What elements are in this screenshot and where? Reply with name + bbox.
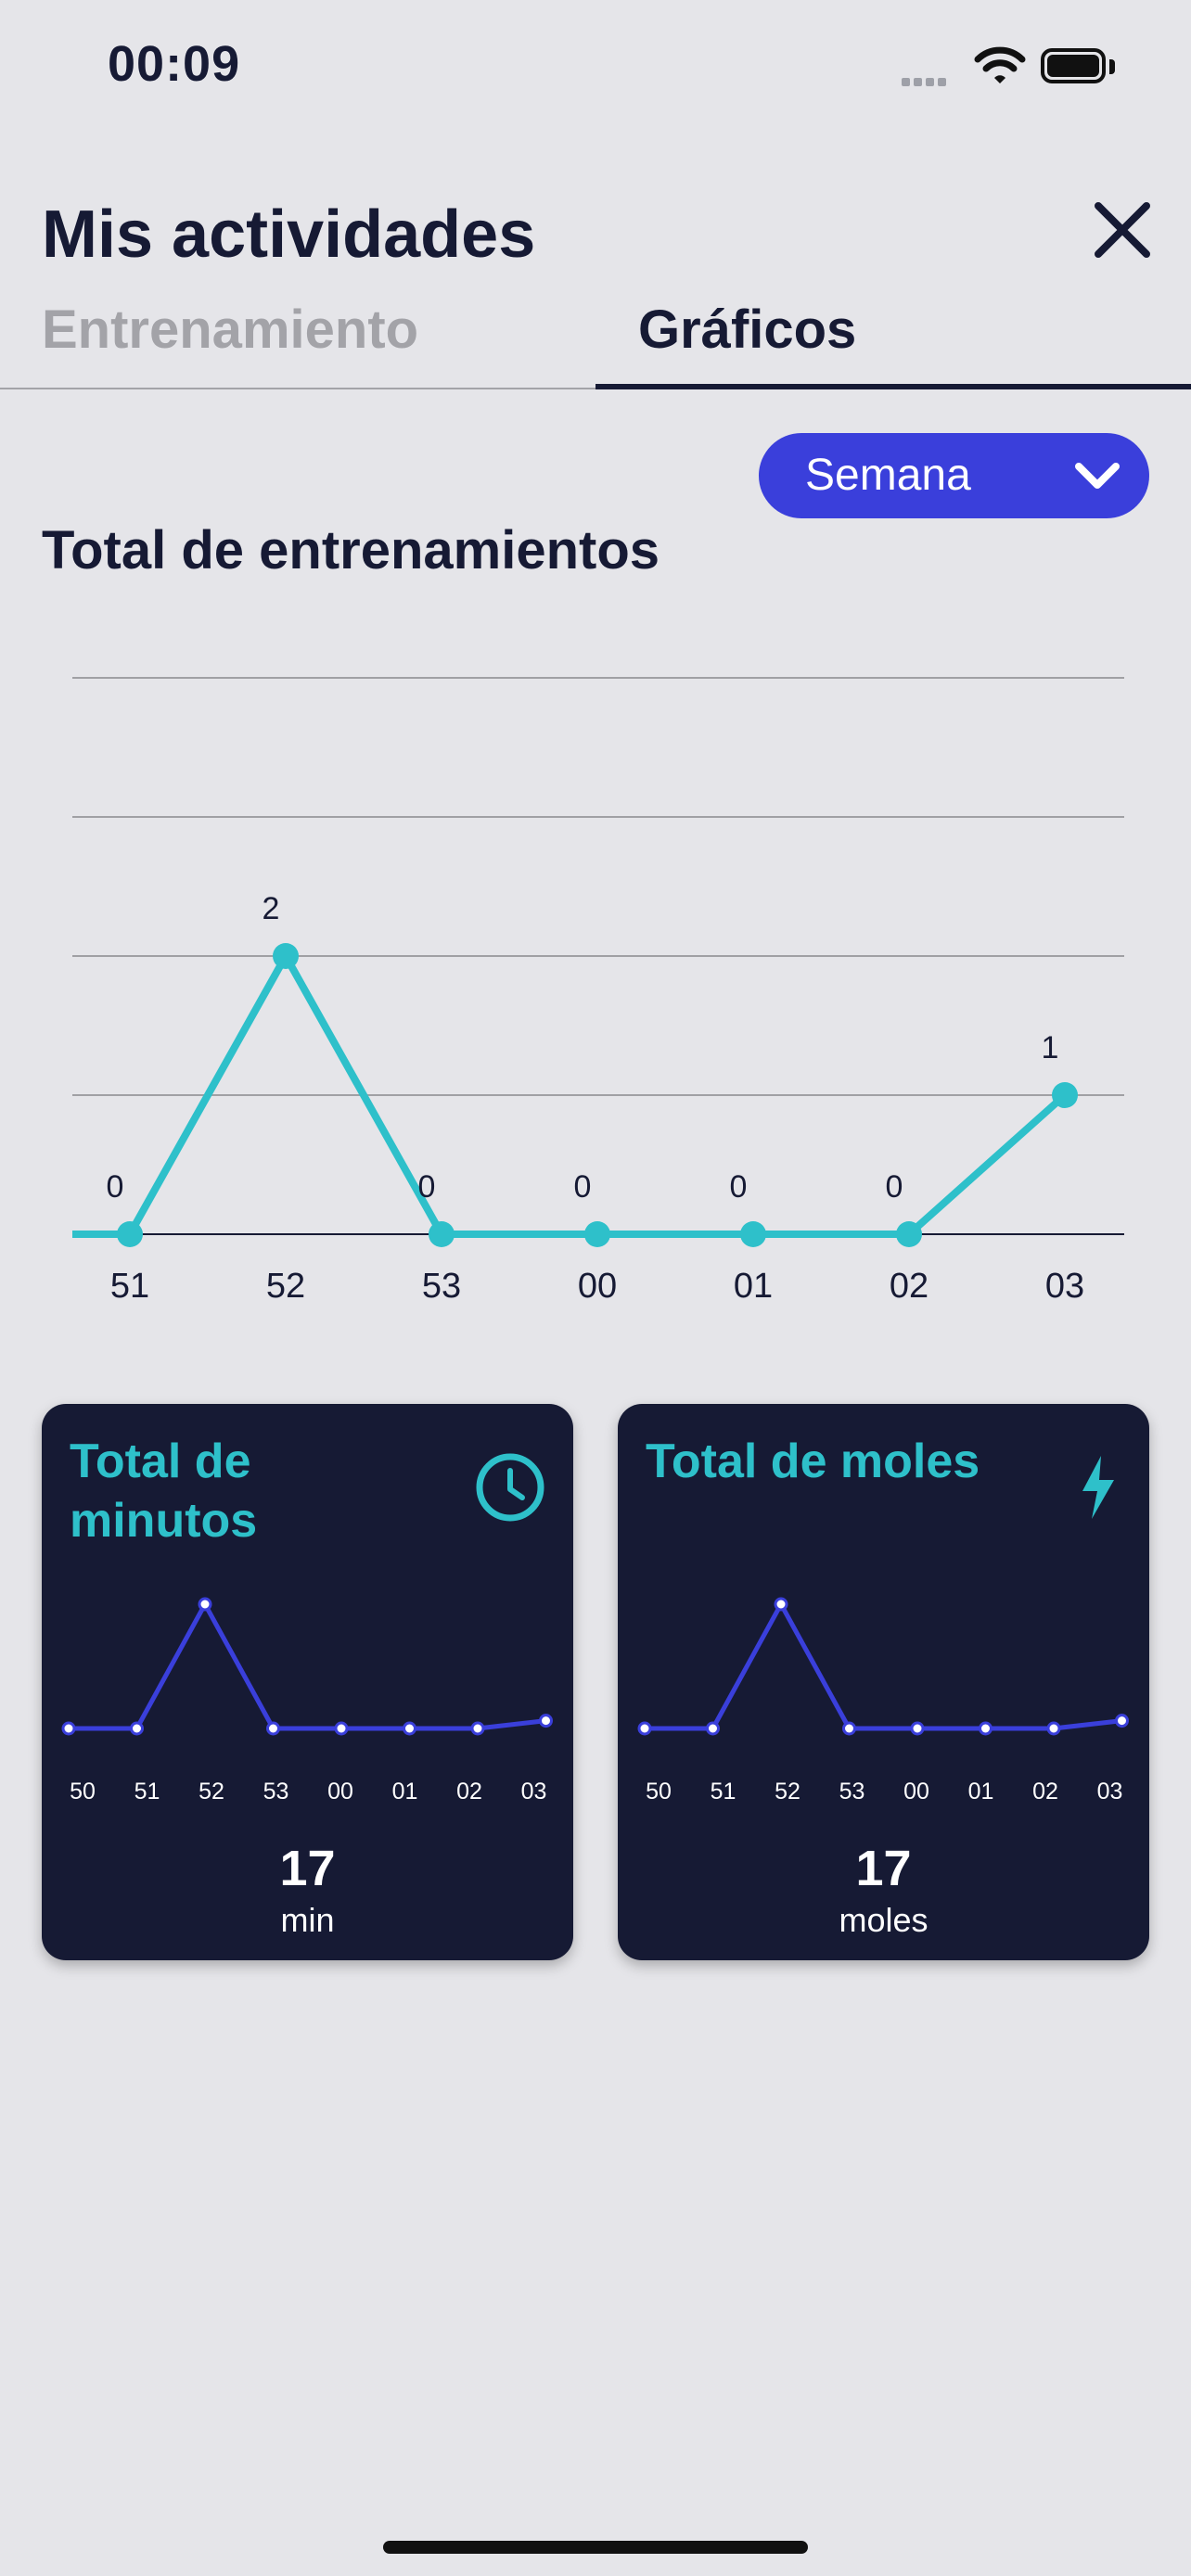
status-time: 00:09	[108, 36, 241, 92]
mini-data-point	[1046, 1721, 1061, 1736]
mini-data-label: 0	[60, 1571, 70, 1575]
mini-data-point	[774, 1597, 788, 1612]
section-title: Total de entrenamientos	[42, 520, 660, 580]
mini-data-label: 0	[128, 1571, 137, 1575]
mini-data-label: 0	[704, 1571, 713, 1575]
close-icon[interactable]	[1085, 193, 1159, 267]
data-label: 0	[574, 1169, 592, 1205]
moles-mini-chart: 0500511652053000001002103	[636, 1571, 1129, 1804]
moles-total-unit: moles	[839, 1901, 928, 1939]
lightning-icon	[1082, 1456, 1114, 1519]
data-point	[429, 1221, 455, 1247]
mini-data-label: 0	[264, 1571, 274, 1575]
data-label: 0	[730, 1169, 748, 1205]
mini-data-point	[130, 1721, 144, 1736]
minutes-total-value: 17	[279, 1841, 336, 1896]
mini-data-label: 16	[192, 1571, 211, 1575]
mini-x-tick-label: 00	[327, 1779, 353, 1804]
mini-data-label: 0	[1045, 1571, 1055, 1575]
mini-data-label: 0	[401, 1571, 410, 1575]
data-point	[1052, 1082, 1078, 1108]
mini-data-point	[910, 1721, 925, 1736]
x-tick-label: 53	[422, 1267, 461, 1306]
mini-x-tick-label: 50	[70, 1779, 96, 1804]
mini-x-tick-label: 02	[1032, 1779, 1058, 1804]
mini-x-tick-label: 51	[134, 1779, 160, 1804]
mini-data-point	[61, 1721, 76, 1736]
mini-data-point	[1115, 1714, 1129, 1728]
minutes-card-title: Total de minutos	[70, 1435, 258, 1548]
clock-icon	[476, 1453, 544, 1522]
x-tick-label: 03	[1045, 1267, 1084, 1306]
mini-x-tick-label: 52	[198, 1779, 224, 1804]
mini-data-point	[470, 1721, 485, 1736]
x-tick-label: 00	[578, 1267, 617, 1306]
mini-x-tick-label: 51	[711, 1779, 736, 1804]
minutes-card[interactable]: Total de minutos 05005116520530000010021…	[42, 1404, 573, 1960]
mini-x-tick-label: 53	[839, 1779, 865, 1804]
mini-data-label: 0	[333, 1571, 342, 1575]
mini-data-point	[334, 1721, 349, 1736]
x-tick-label: 51	[110, 1267, 149, 1306]
mini-data-label: 0	[977, 1571, 986, 1575]
mini-data-label: 0	[636, 1571, 646, 1575]
mini-x-tick-label: 01	[392, 1779, 418, 1804]
period-dropdown-value: Semana	[805, 451, 971, 500]
mini-data-point	[539, 1714, 553, 1728]
x-tick-label: 02	[890, 1267, 928, 1306]
mini-data-point	[637, 1721, 652, 1736]
mini-data-point	[403, 1721, 416, 1736]
mini-x-tick-label: 03	[521, 1779, 547, 1804]
mini-x-tick-label: 00	[903, 1779, 929, 1804]
data-label: 2	[263, 891, 280, 926]
cellular-signal-icon	[902, 74, 957, 86]
mini-data-point	[706, 1721, 720, 1736]
moles-total-value: 17	[855, 1841, 912, 1896]
mini-x-tick-label: 50	[646, 1779, 672, 1804]
mini-series-line	[69, 1601, 546, 1731]
x-tick-label: 52	[266, 1267, 305, 1306]
battery-icon	[1041, 48, 1106, 83]
minutes-mini-chart: 0500511652053000001002103	[60, 1571, 553, 1804]
tab-training[interactable]: Entrenamiento	[42, 300, 419, 360]
mini-x-tick-label: 02	[456, 1779, 482, 1804]
data-label: 1	[1042, 1030, 1059, 1065]
mini-data-label: 16	[768, 1571, 787, 1575]
mini-x-tick-label: 52	[775, 1779, 800, 1804]
data-label: 0	[886, 1169, 903, 1205]
mini-data-label: 0	[909, 1571, 918, 1575]
page-title: Mis actividades	[42, 198, 536, 272]
chevron-down-icon	[1075, 463, 1120, 489]
mini-data-label: 0	[840, 1571, 850, 1575]
data-point	[896, 1221, 922, 1247]
home-indicator	[383, 2541, 808, 2554]
mini-series-line	[645, 1601, 1122, 1731]
mini-data-point	[979, 1721, 992, 1736]
mini-data-label: 0	[469, 1571, 479, 1575]
moles-card[interactable]: Total de moles 0500511652053000001002103…	[618, 1404, 1149, 1960]
data-label: 0	[418, 1169, 436, 1205]
data-point	[584, 1221, 610, 1247]
mini-x-tick-label: 03	[1097, 1779, 1123, 1804]
minutes-total-unit: min	[280, 1901, 335, 1939]
data-point	[740, 1221, 766, 1247]
mini-x-tick-label: 01	[968, 1779, 994, 1804]
data-label: 0	[107, 1169, 124, 1205]
active-tab-indicator	[596, 384, 1191, 389]
mini-data-point	[198, 1597, 212, 1612]
moles-card-title: Total de moles	[646, 1435, 980, 1488]
mini-data-point	[266, 1721, 280, 1736]
mini-data-label: 1	[537, 1571, 546, 1575]
mini-data-label: 1	[1113, 1571, 1122, 1575]
mini-data-point	[842, 1721, 856, 1736]
data-point	[273, 943, 299, 969]
x-tick-label: 01	[734, 1267, 773, 1306]
data-point	[117, 1221, 143, 1247]
battery-tip	[1109, 59, 1115, 74]
wifi-icon	[974, 46, 1026, 83]
tab-charts[interactable]: Gráficos	[638, 300, 857, 360]
period-dropdown[interactable]: Semana	[759, 433, 1149, 518]
mini-x-tick-label: 53	[263, 1779, 289, 1804]
